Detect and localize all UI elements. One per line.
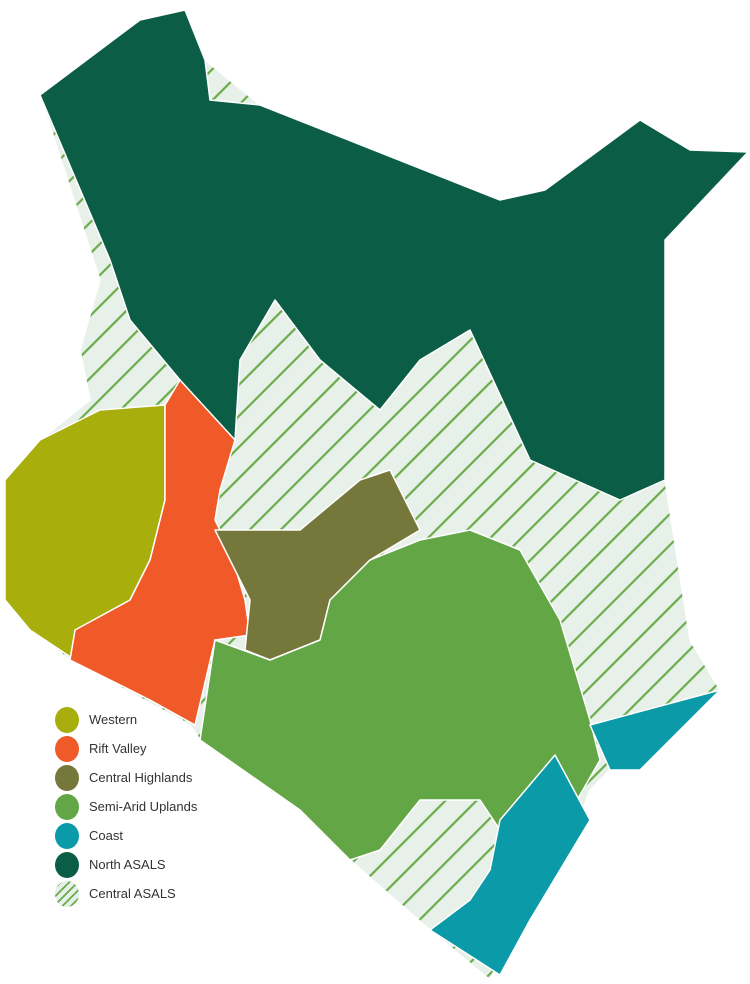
legend-item-central-highlands: Central Highlands (55, 763, 197, 792)
legend-label: North ASALS (89, 857, 166, 872)
map-legend: Western Rift Valley Central Highlands Se… (55, 705, 197, 908)
region-coast-north (589, 689, 721, 771)
legend-item-rift-valley: Rift Valley (55, 734, 197, 763)
legend-item-coast: Coast (55, 821, 197, 850)
coast-swatch-icon (55, 822, 79, 849)
legend-item-north-asals: North ASALS (55, 850, 197, 879)
central-highlands-swatch-icon (55, 764, 79, 791)
legend-label: Semi-Arid Uplands (89, 799, 198, 814)
central-asals-swatch-icon (55, 880, 79, 907)
legend-label: Rift Valley (89, 741, 147, 756)
region-coast-south (429, 754, 591, 976)
legend-label: Coast (89, 828, 123, 843)
western-swatch-icon (55, 706, 79, 733)
rift-valley-swatch-icon (55, 735, 79, 762)
legend-item-central-asals: Central ASALS (55, 879, 197, 908)
region-semi-arid-uplands (199, 529, 601, 861)
legend-label: Central ASALS (89, 886, 176, 901)
semi-arid-swatch-icon (55, 793, 79, 820)
legend-label: Central Highlands (89, 770, 193, 785)
legend-item-western: Western (55, 705, 197, 734)
legend-item-semi-arid-uplands: Semi-Arid Uplands (55, 792, 197, 821)
north-asals-swatch-icon (55, 851, 79, 878)
legend-label: Western (89, 712, 138, 727)
